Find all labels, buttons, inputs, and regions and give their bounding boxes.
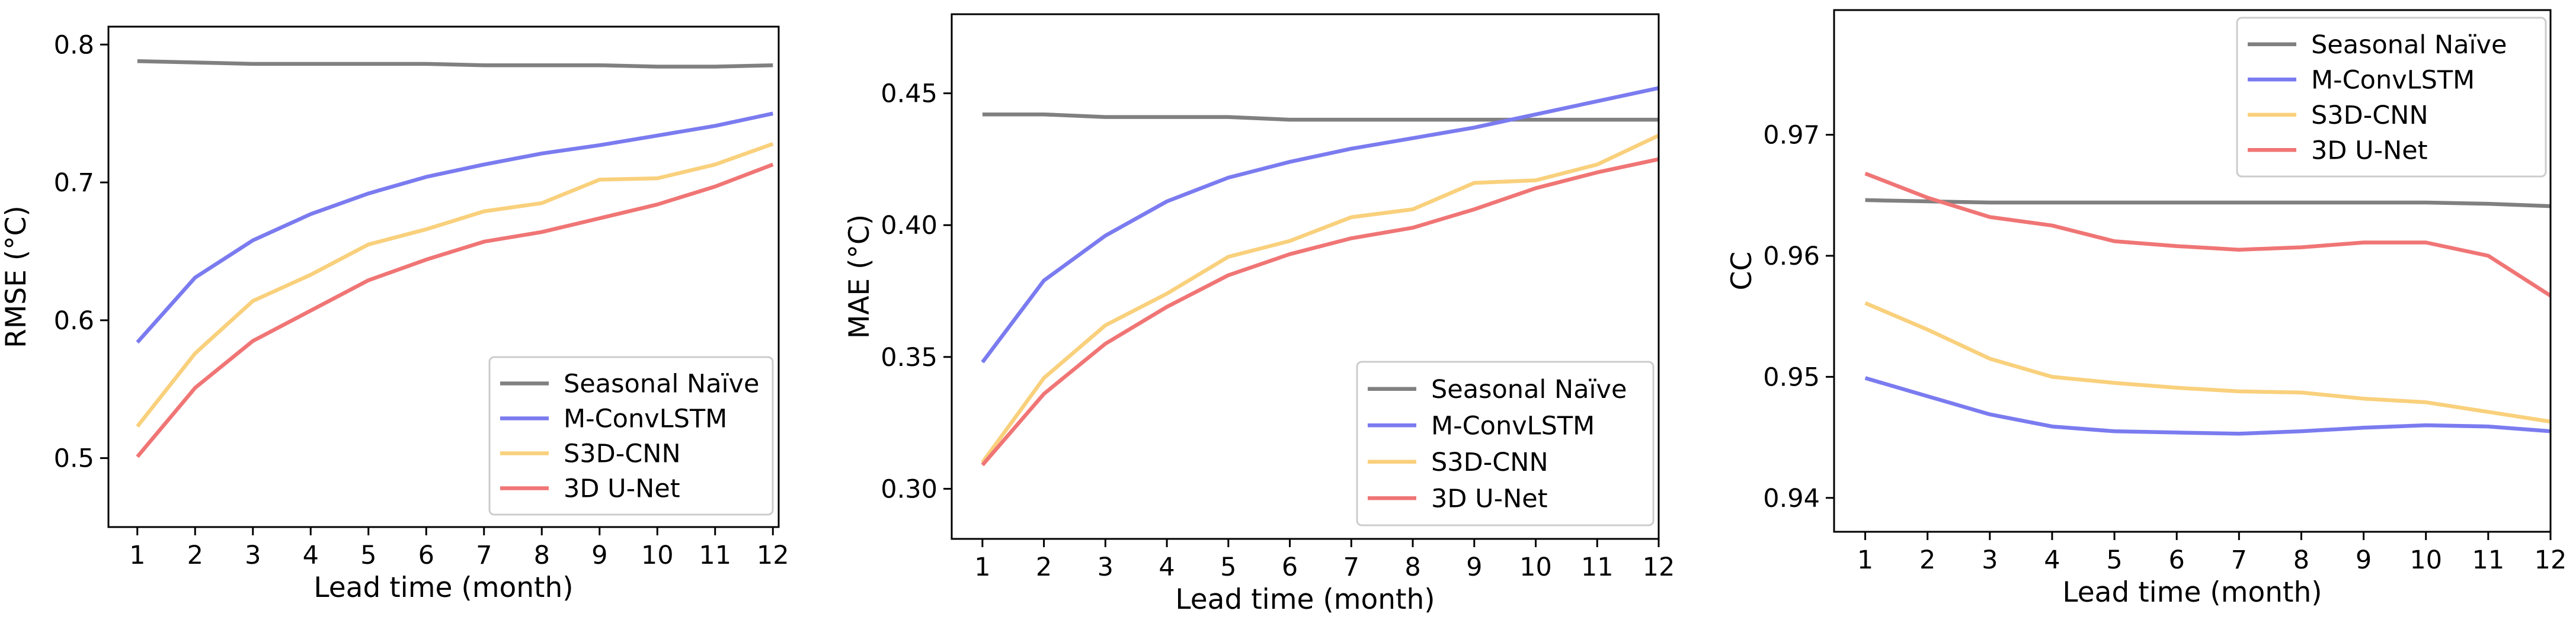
legend: Seasonal Naïve M-ConvLSTM S3D-CNN 3D U-Net xyxy=(488,356,774,516)
x-tick-label: 9 xyxy=(591,541,607,570)
plot-area xyxy=(951,13,1660,540)
legend-label: S3D-CNN xyxy=(1431,448,1548,477)
series-line xyxy=(1864,171,2552,298)
x-tick-label: 12 xyxy=(1643,553,1675,582)
x-tick-label: 7 xyxy=(476,541,492,570)
y-axis-label: MAE (°C) xyxy=(843,214,876,339)
y-tick-label: 0.7 xyxy=(54,168,94,198)
x-tick-label: 2 xyxy=(1919,545,1935,575)
x-tick-label: 7 xyxy=(1343,553,1359,582)
x-tick-label: 10 xyxy=(2409,545,2442,575)
x-axis-label: Lead time (month) xyxy=(313,571,573,604)
legend-label: S3D-CNN xyxy=(2311,101,2428,130)
y-axis-label: CC xyxy=(1726,252,1758,291)
x-tick-label: 11 xyxy=(1581,553,1614,582)
y-tick-label: 0.95 xyxy=(1763,362,1820,392)
y-tick-label: 0.45 xyxy=(881,79,937,109)
x-tick-label: 10 xyxy=(1519,553,1552,582)
y-tick-label: 0.40 xyxy=(881,211,937,240)
y-axis-label: RMSE (°C) xyxy=(0,205,33,348)
x-tick-label: 6 xyxy=(418,541,434,570)
x-tick-label: 1 xyxy=(1857,545,1873,575)
series-line xyxy=(981,86,1659,364)
legend: Seasonal Naïve M-ConvLSTM S3D-CNN 3D U-Net xyxy=(1356,361,1655,526)
y-tick-label: 0.35 xyxy=(881,343,937,372)
x-tick-label: 9 xyxy=(2356,545,2372,575)
x-tick-label: 5 xyxy=(360,541,376,570)
x-tick-label: 9 xyxy=(1466,553,1482,582)
x-tick-label: 2 xyxy=(187,541,203,570)
x-tick-label: 5 xyxy=(2106,545,2122,575)
legend-label: 3D U-Net xyxy=(1431,484,1548,513)
x-tick-label: 3 xyxy=(1982,545,1998,575)
x-tick-label: 5 xyxy=(1220,553,1236,582)
x-tick-label: 3 xyxy=(245,541,261,570)
x-tick-label: 4 xyxy=(303,541,319,570)
legend-frame xyxy=(1356,361,1655,526)
y-tick-label: 0.94 xyxy=(1763,484,1820,513)
legend-label: M-ConvLSTM xyxy=(564,404,727,434)
series-line xyxy=(1864,376,2551,436)
series-line xyxy=(981,157,1659,467)
x-tick-label: 12 xyxy=(2535,545,2567,575)
x-tick-label: 10 xyxy=(641,541,674,570)
y-tick-label: 0.96 xyxy=(1763,242,1820,271)
legend-frame xyxy=(2236,17,2547,178)
series-line xyxy=(981,133,1660,464)
x-tick-label: 4 xyxy=(1159,553,1175,582)
x-tick-label: 2 xyxy=(1036,553,1052,582)
x-tick-label: 8 xyxy=(1404,553,1420,582)
legend-label: S3D-CNN xyxy=(564,439,681,469)
legend-label: Seasonal Naïve xyxy=(564,370,759,399)
x-tick-label: 1 xyxy=(974,553,990,582)
series-line xyxy=(982,112,1659,122)
series-line xyxy=(1864,301,2551,424)
series-line xyxy=(1865,198,2551,208)
x-tick-label: 6 xyxy=(1282,553,1298,582)
legend: Seasonal Naïve M-ConvLSTM S3D-CNN 3D U-Net xyxy=(2236,17,2547,178)
plot-area xyxy=(1833,9,2552,533)
series-line xyxy=(136,142,774,428)
x-tick-label: 8 xyxy=(2293,545,2309,575)
x-tick-label: 8 xyxy=(534,541,550,570)
x-tick-label: 6 xyxy=(2169,545,2185,575)
y-tick-label: 0.5 xyxy=(54,444,94,474)
legend-label: Seasonal Naïve xyxy=(2311,30,2507,60)
series-line xyxy=(136,162,774,458)
y-tick-label: 0.30 xyxy=(881,474,937,504)
y-tick-label: 0.97 xyxy=(1763,121,1820,150)
y-tick-label: 0.8 xyxy=(54,30,94,60)
plot-area xyxy=(107,25,780,528)
x-tick-label: 1 xyxy=(129,541,145,570)
x-tick-label: 12 xyxy=(757,541,789,570)
legend-label: M-ConvLSTM xyxy=(2311,65,2475,95)
y-tick-label: 0.6 xyxy=(54,306,94,336)
legend-label: M-ConvLSTM xyxy=(1431,411,1595,441)
x-tick-label: 7 xyxy=(2231,545,2247,575)
x-axis-label: Lead time (month) xyxy=(1175,583,1435,616)
legend-label: Seasonal Naïve xyxy=(1431,375,1627,404)
legend-frame xyxy=(488,356,774,516)
x-tick-label: 4 xyxy=(2044,545,2060,575)
series-line xyxy=(137,59,773,69)
x-tick-label: 11 xyxy=(699,541,731,570)
x-tick-label: 11 xyxy=(2472,545,2505,575)
series-line xyxy=(136,111,773,344)
x-tick-label: 3 xyxy=(1097,553,1113,582)
legend-label: 3D U-Net xyxy=(2311,136,2428,165)
legend-label: 3D U-Net xyxy=(564,474,680,504)
x-axis-label: Lead time (month) xyxy=(2062,576,2322,609)
